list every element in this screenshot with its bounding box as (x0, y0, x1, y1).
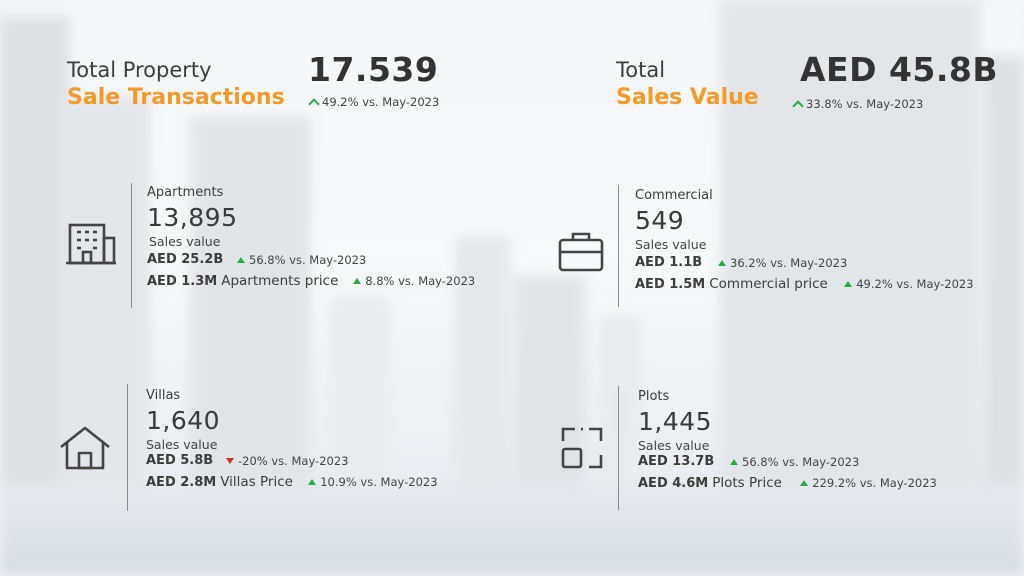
transactions-summary: Total Property Sale Transactions (67, 56, 285, 112)
commercial-price-change: 49.2% vs. May-2023 (844, 277, 974, 291)
villas-price-label: Villas Price (220, 474, 293, 490)
villas-sales-label: Sales value (146, 437, 218, 452)
trend-up-icon (308, 98, 320, 110)
plots-label: Plots (638, 389, 670, 404)
villas-price-change: 10.9% vs. May-2023 (308, 475, 438, 489)
commercial-sales-label: Sales value (635, 237, 707, 252)
villas-count: 1,640 (146, 406, 221, 435)
plots-sales-change: 56.8% vs. May-2023 (730, 455, 859, 469)
villas-sales-value: AED 5.8B (146, 453, 214, 468)
commercial-price-value: AED 1.5M (635, 276, 706, 292)
apartments-price-change: 8.8% vs. May-2023 (353, 274, 475, 288)
trend-down-icon (226, 457, 234, 464)
building-icon (66, 222, 116, 266)
plots-sales-change-text: 56.8% vs. May-2023 (742, 454, 860, 469)
plots-card: Plots 1,445 Sales value AED 13.7B 56.8% … (638, 389, 937, 491)
sales-value-change-text: 33.8% vs. May-2023 (806, 97, 924, 111)
sales-value-summary: Total Sales Value (616, 56, 759, 112)
plots-price-change: 229.2% vs. May-2023 (800, 476, 937, 490)
transactions-title: Total Property (67, 58, 212, 82)
commercial-count: 549 (635, 206, 685, 235)
sales-value-total: AED 45.8B (800, 50, 999, 89)
house-icon (58, 425, 112, 471)
plot-icon (561, 427, 603, 469)
transactions-change-text: 49.2% vs. May-2023 (322, 95, 440, 109)
trend-up-icon (353, 278, 362, 284)
sales-value-change: 33.8% vs. May-2023 (792, 97, 924, 112)
apartments-price-change-text: 8.8% vs. May-2023 (365, 274, 476, 288)
transactions-accent-title: Sale Transactions (67, 85, 285, 110)
trend-up-icon (800, 480, 809, 486)
apartments-sales-value: AED 25.2B (147, 252, 224, 267)
plots-sales-value: AED 13.7B (638, 454, 715, 469)
apartments-price-value: AED 1.3M (147, 273, 218, 289)
apartments-sales-change: 56.8% vs. May-2023 (237, 253, 366, 267)
commercial-sales-value: AED 1.1B (635, 255, 703, 270)
apartments-sales-label: Sales value (149, 234, 221, 249)
trend-up-icon (718, 259, 726, 266)
trend-up-icon (308, 479, 317, 485)
plots-sales-label: Sales value (638, 438, 710, 453)
villas-price-change-text: 10.9% vs. May-2023 (320, 475, 438, 489)
villas-card: Villas 1,640 Sales value AED 5.8B -20% v… (146, 388, 438, 490)
apartments-label: Apartments (147, 185, 224, 200)
plots-price-change-text: 229.2% vs. May-2023 (812, 476, 937, 490)
sales-value-title: Total (616, 58, 666, 82)
commercial-label: Commercial (635, 188, 713, 203)
villas-label: Villas (146, 388, 181, 403)
sales-value-accent-title: Sales Value (616, 85, 759, 110)
trend-up-icon (730, 458, 738, 465)
transactions-total: 17.539 (308, 50, 439, 89)
apartments-card: Apartments 13,895 Sales value AED 25.2B … (147, 185, 475, 289)
apartments-sales-change-text: 56.8% vs. May-2023 (249, 252, 367, 267)
commercial-sales-change: 36.2% vs. May-2023 (718, 256, 847, 270)
commercial-sales-change-text: 36.2% vs. May-2023 (730, 255, 848, 270)
villas-sales-change: -20% vs. May-2023 (226, 454, 348, 468)
trend-up-icon (844, 281, 853, 287)
trend-up-icon (792, 100, 804, 112)
plots-price-label: Plots Price (712, 475, 782, 491)
villas-price-value: AED 2.8M (146, 474, 217, 490)
plots-count: 1,445 (638, 407, 713, 436)
plots-price-value: AED 4.6M (638, 475, 709, 491)
apartments-price-label: Apartments price (221, 273, 339, 289)
commercial-price-change-text: 49.2% vs. May-2023 (856, 277, 974, 291)
transactions-change: 49.2% vs. May-2023 (308, 95, 440, 110)
trend-up-icon (237, 256, 245, 263)
briefcase-icon (558, 230, 604, 272)
commercial-price-label: Commercial price (709, 276, 828, 292)
villas-sales-change-text: -20% vs. May-2023 (238, 453, 349, 468)
apartments-count: 13,895 (147, 203, 238, 232)
commercial-card: Commercial 549 Sales value AED 1.1B 36.2… (635, 188, 974, 292)
